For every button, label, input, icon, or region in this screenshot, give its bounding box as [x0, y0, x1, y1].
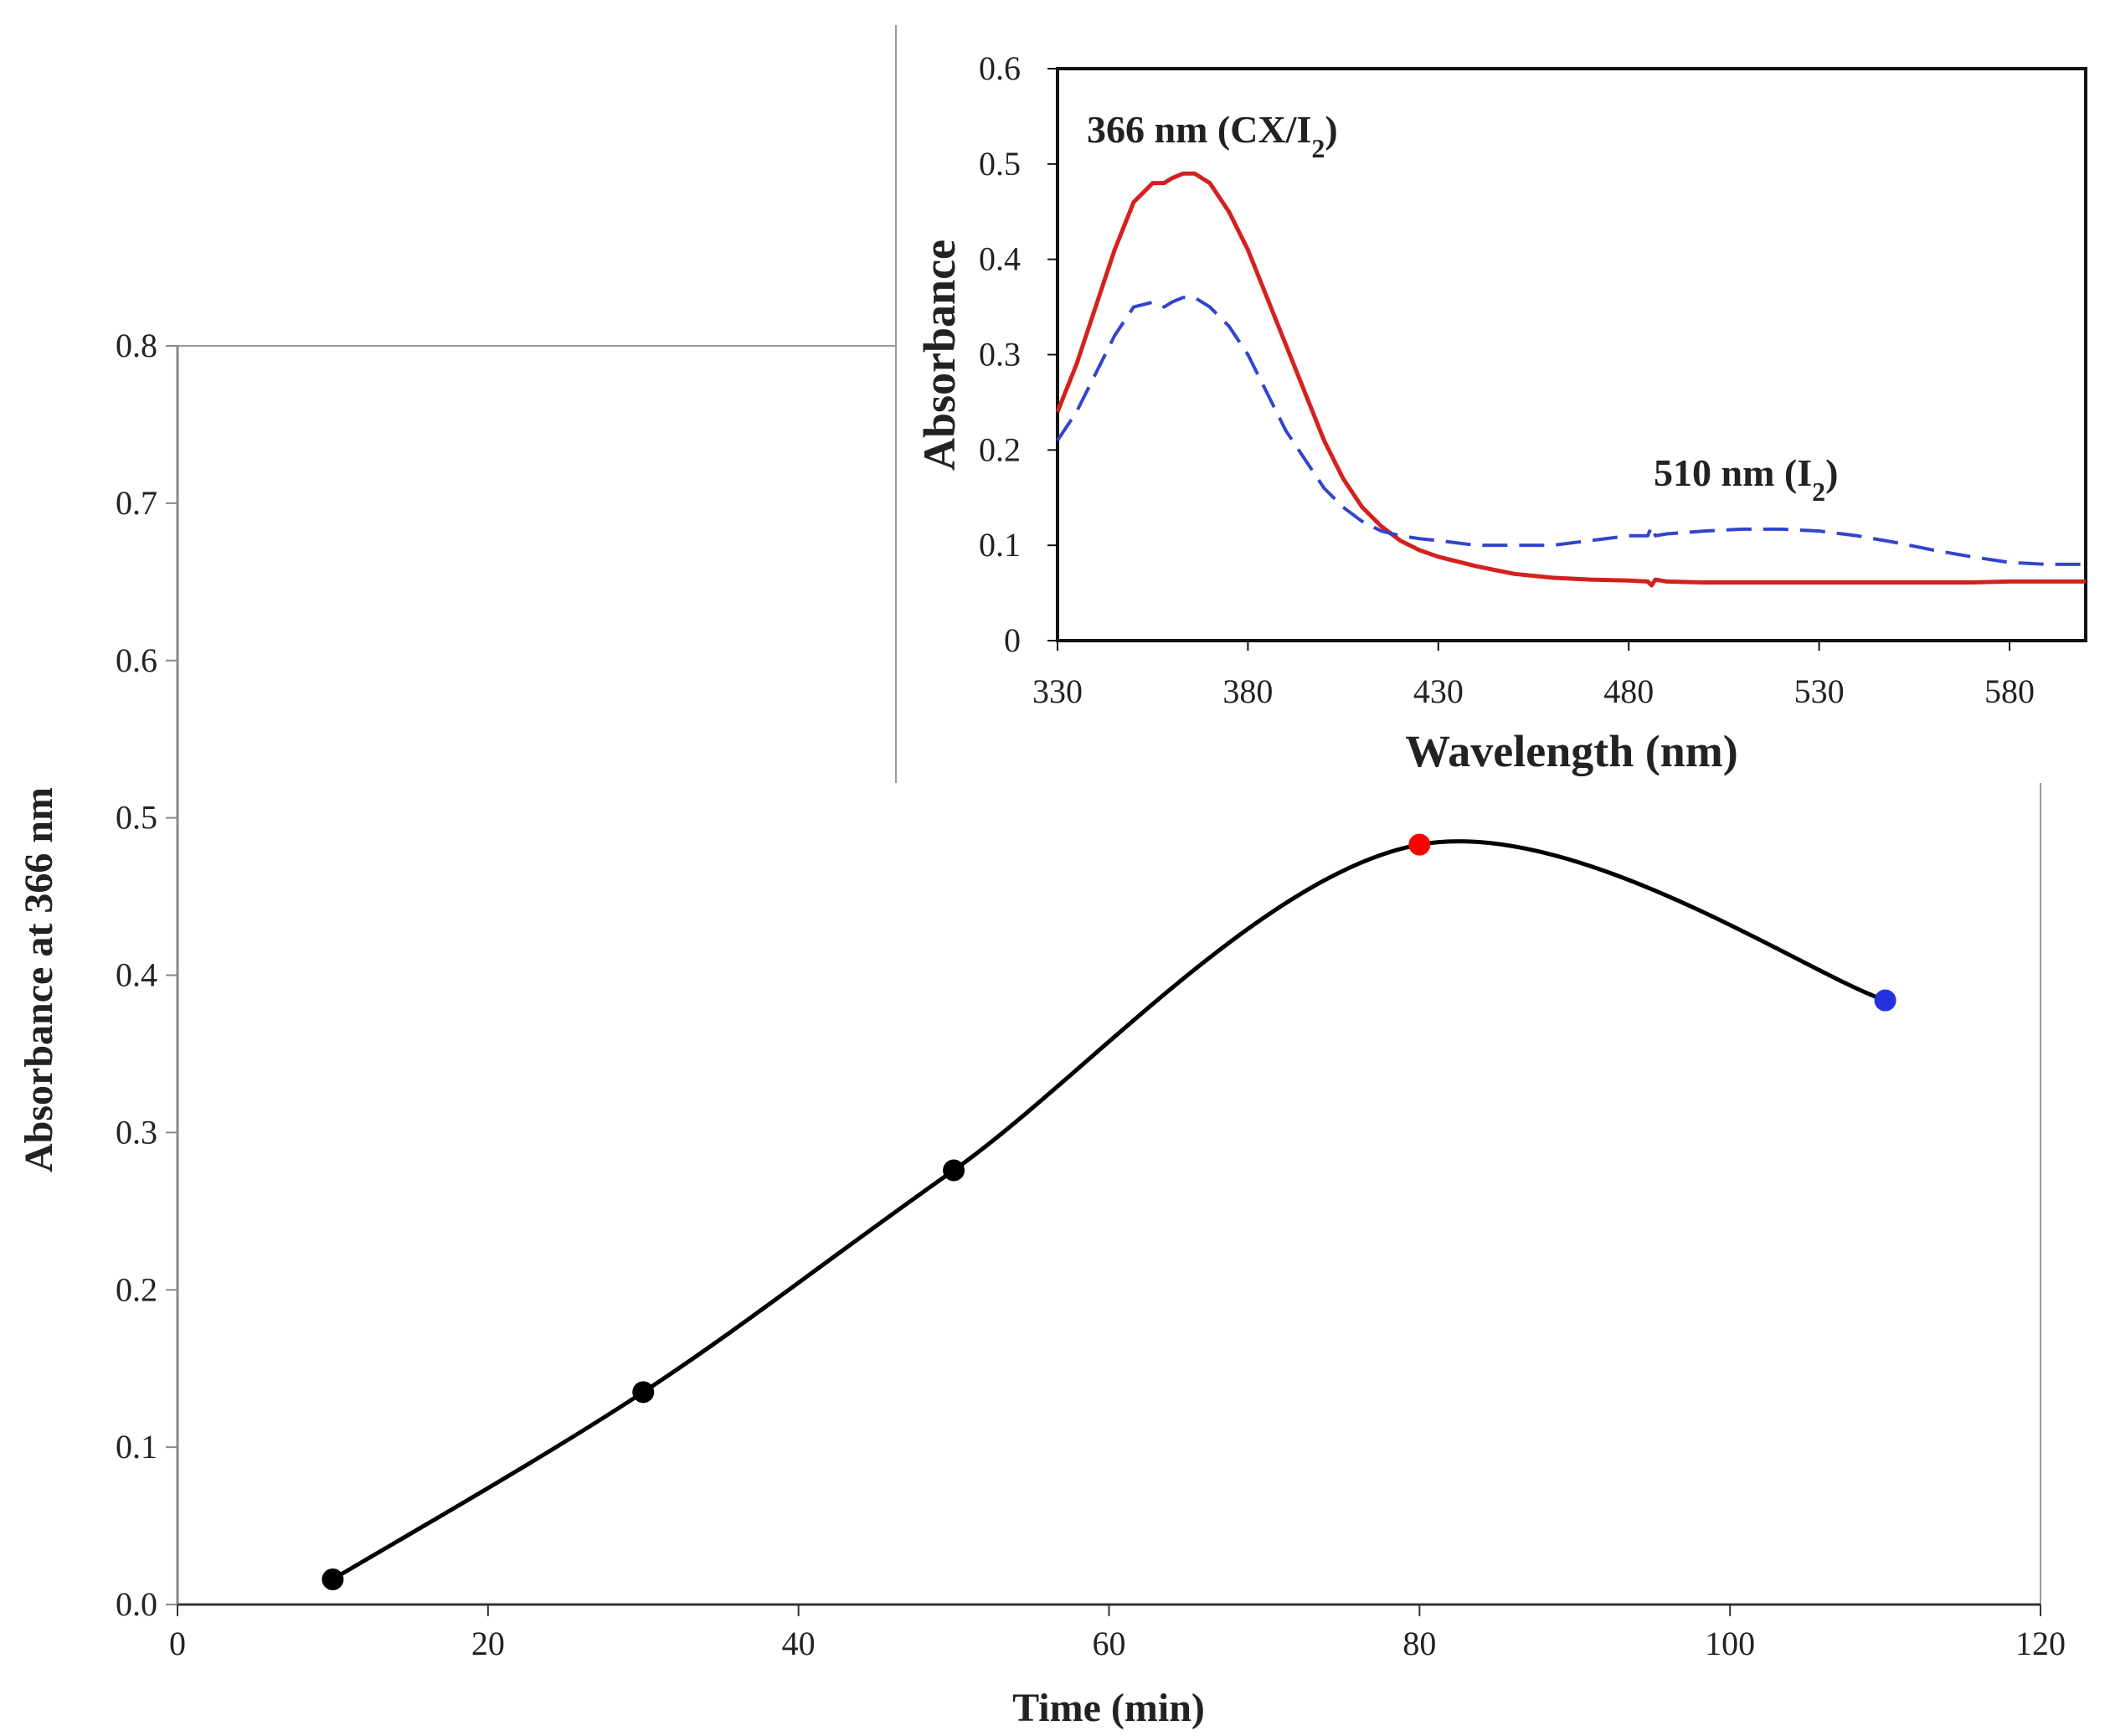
inset-y-axis-title: Absorbance: [914, 240, 965, 471]
main-x-tick-label: 40: [782, 1625, 816, 1662]
main-y-ticks: 0.0 0.1 0.2 0.3 0.4 0.5 0.6 0.7 0.8: [116, 327, 178, 1623]
inset-plot-frame: [1056, 67, 2087, 642]
main-data-point: [632, 1381, 655, 1404]
main-y-tick-label: 0.1: [116, 1428, 157, 1466]
main-x-tick-label: 80: [1402, 1625, 1436, 1662]
inset-x-axis-title: Wavelength (nm): [1405, 726, 1738, 776]
inset-y-tick-label: 0.6: [979, 49, 1021, 87]
main-y-tick-label: 0.0: [116, 1585, 157, 1623]
main-x-tick-label: 60: [1093, 1625, 1126, 1662]
inset-y-tick-label: 0.5: [979, 145, 1021, 183]
main-x-tick-label: 120: [2015, 1625, 2066, 1662]
main-chart: 0.00.10.20.30.40.50.60.70.8 0 20 40 60 80 100…: [17, 25, 2066, 1730]
main-series-line: [330, 839, 1888, 1582]
inset-y-tick-label: 0: [1004, 621, 1021, 659]
annot-510-main: 510 nm (I: [1654, 451, 1812, 494]
inset-x-tick-label: 380: [1222, 672, 1273, 710]
main-y-tick-label: 0.4: [116, 956, 157, 994]
main-y-tick-label: 0.8: [116, 327, 157, 364]
main-x-axis-title: Time (min): [1012, 1686, 1205, 1730]
main-data-point: [943, 1159, 965, 1182]
main-y-tick-label: 0.2: [116, 1270, 157, 1308]
inset-series-blue-dashed: [1056, 296, 2086, 566]
main-y-tick-label: 0.6: [116, 641, 157, 679]
inset-x-tick-label: 530: [1794, 672, 1845, 710]
inset-x-tick-label: 580: [1984, 672, 2035, 710]
inset-x-tick-label: 430: [1413, 672, 1464, 710]
annot-366-main: 366 nm (CX/I: [1087, 108, 1311, 151]
inset-y-tick-label: 0.4: [979, 240, 1021, 278]
main-y-axis-title: Absorbance at 366 nm: [17, 787, 61, 1172]
inset-x-tick-label: 480: [1603, 672, 1654, 710]
main-x-tick-label: 100: [1705, 1625, 1755, 1662]
annot-366-sub: 2: [1311, 133, 1325, 163]
inset-y-tick-label: 0.2: [979, 430, 1021, 468]
annot-366-tail: ): [1325, 108, 1337, 151]
inset-series-red-solid: [1055, 171, 2086, 588]
annot-510-tail: ): [1825, 451, 1838, 494]
inset-y-tick-label: 0.3: [979, 336, 1021, 373]
inset-annotation-510nm: 510 nm (I2): [1654, 451, 1838, 507]
main-series-points: [322, 833, 1896, 1590]
inset-chart: 0 0.1 0.2 0.3 0.4 0.5 0.6 330 380 430 480 530 580 3…: [914, 49, 2087, 776]
inset-y-ticks: 0 0.1 0.2 0.3 0.4 0.5 0.6: [979, 49, 1058, 659]
inset-x-tick-label: 330: [1032, 672, 1083, 710]
main-data-point: [322, 1568, 344, 1590]
main-y-tick-label: 0.5: [116, 799, 157, 837]
main-data-point: [1874, 989, 1896, 1012]
main-y-tick-label: 0.7: [116, 484, 157, 522]
main-y-tick-label: 0.3: [116, 1113, 157, 1151]
inset-y-tick-label: 0.1: [979, 526, 1021, 564]
inset-annotation-366nm: 366 nm (CX/I2): [1087, 108, 1338, 163]
annot-510-sub: 2: [1812, 476, 1825, 507]
main-x-tick-label: 20: [471, 1625, 505, 1662]
inset-x-ticks: 330 380 430 480 530 580: [1032, 641, 2035, 710]
main-x-tick-label: 0: [169, 1625, 186, 1662]
main-data-point: [1408, 833, 1431, 856]
main-x-ticks: 0 20 40 60 80 100 120: [169, 1605, 2066, 1662]
